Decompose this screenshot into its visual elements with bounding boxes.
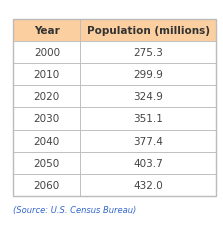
Bar — [13, 20, 80, 42]
Text: 2040: 2040 — [34, 136, 60, 146]
Text: 2060: 2060 — [34, 180, 60, 190]
Bar — [80, 64, 216, 86]
Bar — [13, 64, 80, 86]
Bar — [13, 152, 80, 174]
Bar — [13, 20, 216, 196]
Bar — [80, 20, 216, 42]
Text: 377.4: 377.4 — [133, 136, 163, 146]
Text: 2030: 2030 — [34, 114, 60, 124]
Text: 2010: 2010 — [34, 70, 60, 80]
Text: 432.0: 432.0 — [133, 180, 163, 190]
Bar — [80, 42, 216, 64]
Bar — [80, 108, 216, 130]
Bar — [13, 174, 80, 196]
Text: 299.9: 299.9 — [133, 70, 163, 80]
Text: 403.7: 403.7 — [133, 158, 163, 168]
Bar — [80, 174, 216, 196]
Text: (Source: U.S. Census Bureau): (Source: U.S. Census Bureau) — [13, 205, 137, 214]
Bar — [13, 130, 80, 152]
Text: 324.9: 324.9 — [133, 92, 163, 102]
Bar — [13, 86, 80, 108]
Bar — [80, 152, 216, 174]
Text: 2000: 2000 — [34, 48, 60, 58]
Text: 275.3: 275.3 — [133, 48, 163, 58]
Bar — [80, 130, 216, 152]
Bar — [13, 42, 80, 64]
Text: Population (millions): Population (millions) — [87, 26, 210, 36]
Bar — [13, 108, 80, 130]
Text: 2020: 2020 — [34, 92, 60, 102]
Text: 351.1: 351.1 — [133, 114, 163, 124]
Text: 2050: 2050 — [34, 158, 60, 168]
Bar — [80, 86, 216, 108]
Text: Year: Year — [34, 26, 60, 36]
